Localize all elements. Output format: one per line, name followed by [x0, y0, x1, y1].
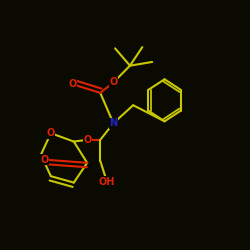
Text: O: O: [68, 79, 76, 89]
Text: O: O: [47, 128, 55, 138]
Text: O: O: [83, 135, 91, 145]
Text: OH: OH: [99, 177, 115, 187]
Text: O: O: [109, 78, 118, 88]
Text: N: N: [109, 118, 118, 128]
Text: O: O: [40, 154, 48, 164]
